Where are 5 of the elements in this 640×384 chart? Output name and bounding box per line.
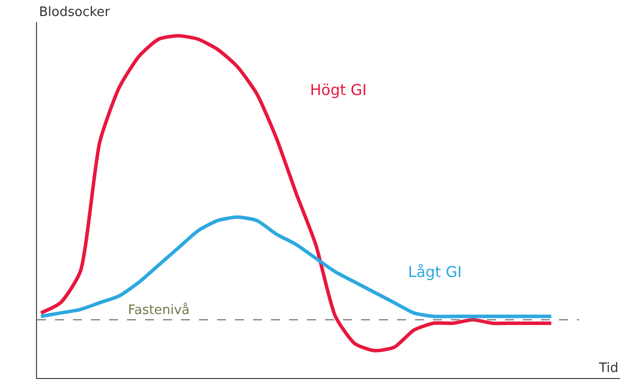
text: Högt GI <box>310 81 367 99</box>
series-label: Lågt GI <box>408 263 462 281</box>
y-axis-title: Blodsocker <box>39 5 111 20</box>
ref-line-label: Fastenivå <box>128 302 190 318</box>
x-axis-title: Tid <box>598 361 618 376</box>
